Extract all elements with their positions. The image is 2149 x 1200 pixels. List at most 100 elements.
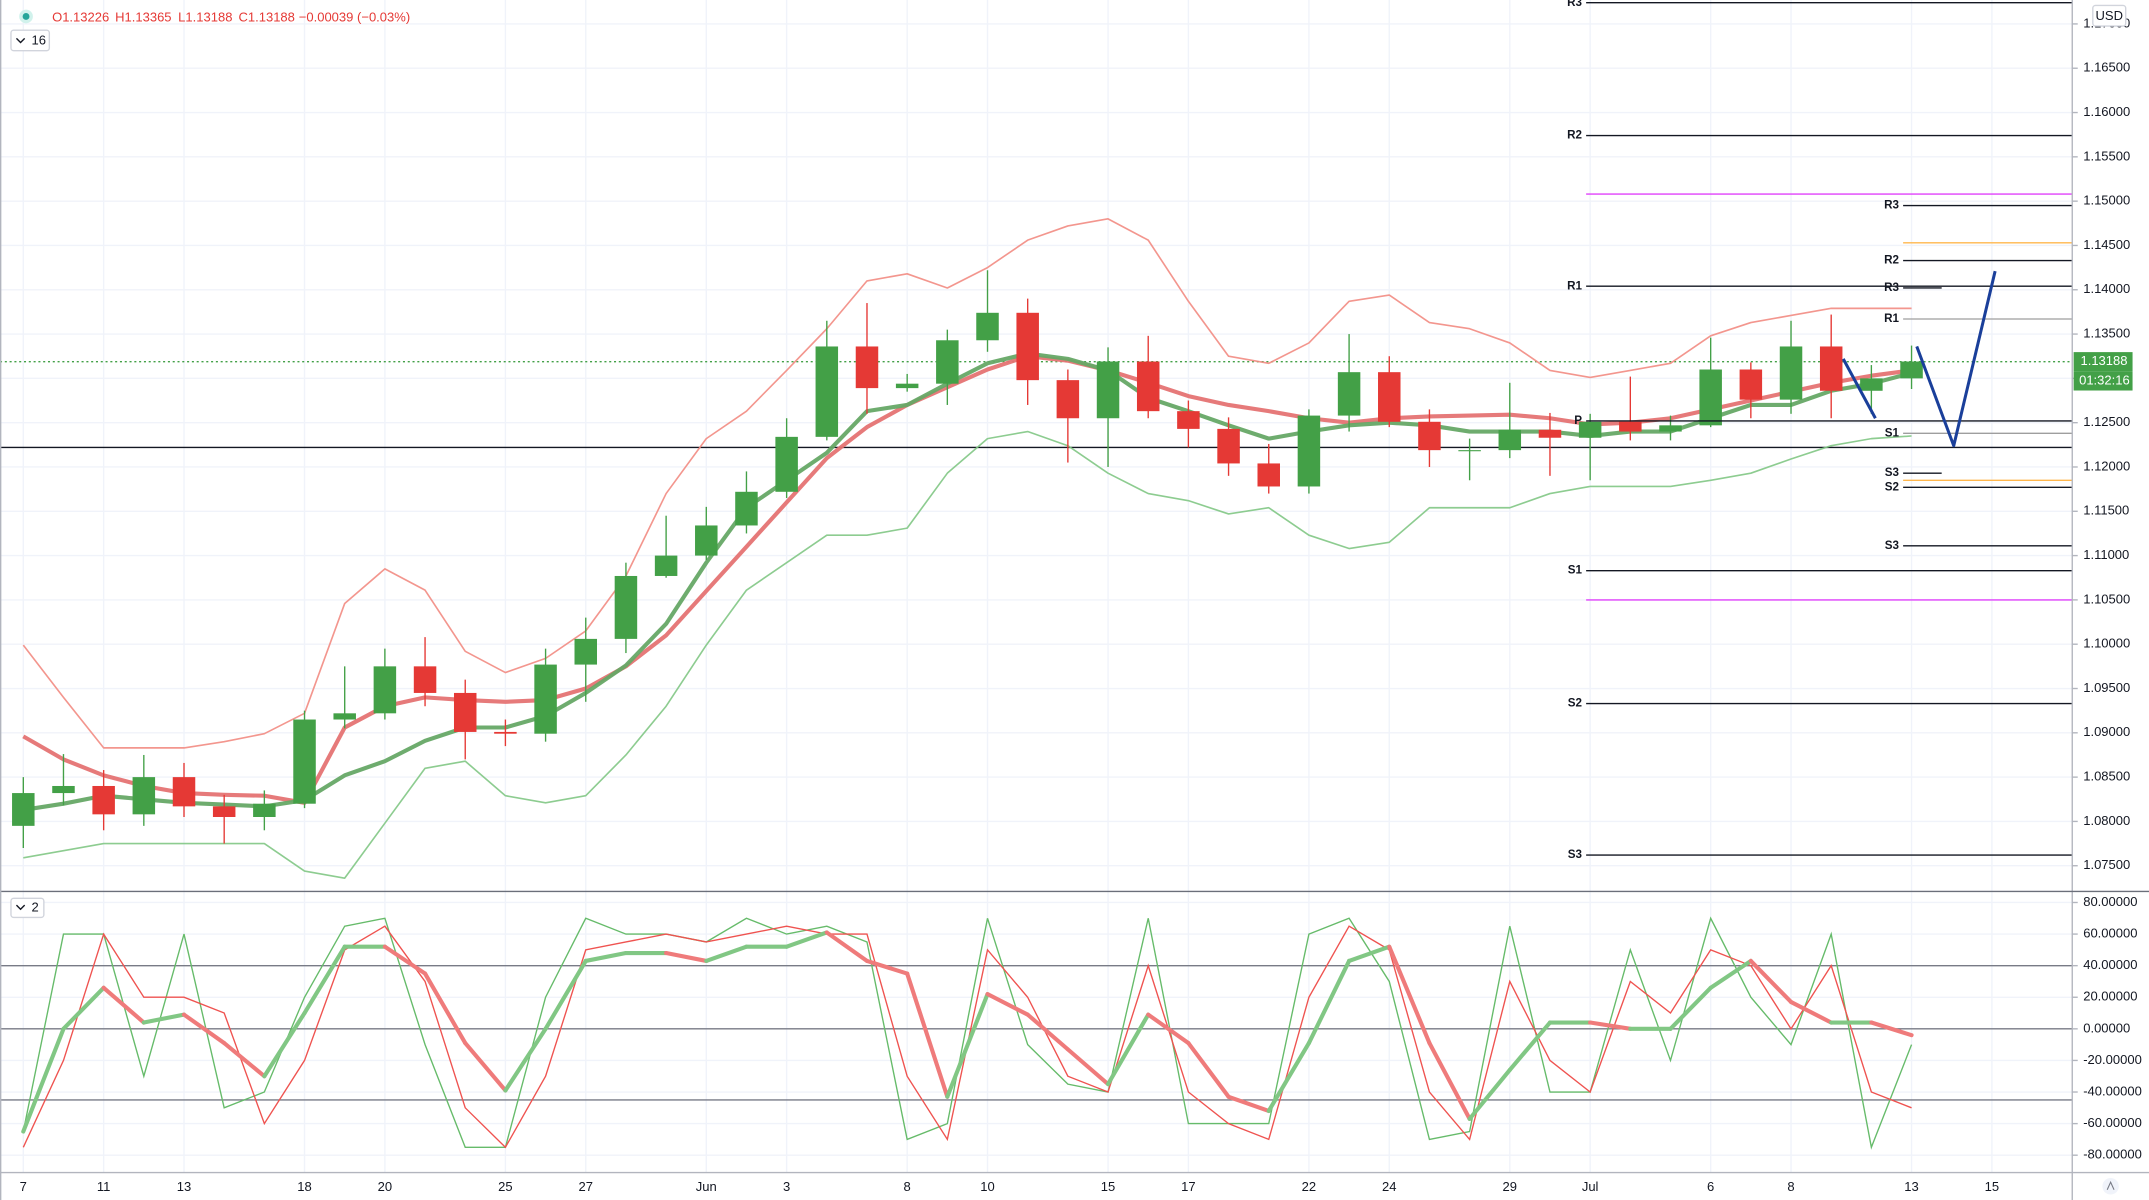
oscillator-segment (1748, 958, 1794, 1005)
x-tick-label: 10 (980, 1179, 994, 1194)
candle-body (976, 312, 999, 341)
candle-body (1779, 346, 1803, 400)
pivot-label: P (1574, 414, 1582, 427)
y-tick-label: 1.12000 (2083, 458, 2130, 473)
pivot-label: R2 (1567, 129, 1582, 142)
oscillator-segment (945, 992, 990, 1099)
oscillator-segment (543, 958, 588, 1031)
candle-body (172, 777, 196, 807)
oscillator-segment (181, 1012, 227, 1046)
oscillator-segment (1507, 1020, 1553, 1072)
x-tick-label: 25 (498, 1179, 512, 1194)
ohlc-low: L1.13188 (178, 9, 232, 24)
y-tick-label: 1.07500 (2083, 857, 2130, 872)
x-tick-label: 6 (1707, 1179, 1714, 1194)
candle-body (534, 664, 557, 734)
pivot-label: S3 (1885, 466, 1900, 479)
pivot-label: R3 (1884, 281, 1899, 294)
candle-body (92, 785, 115, 815)
oscillator-segment (824, 930, 870, 963)
x-tick-label: 13 (177, 1179, 191, 1194)
candle-body (574, 638, 598, 665)
oscillator-segment (583, 950, 628, 963)
y-tick-label: 1.10000 (2083, 636, 2130, 651)
candle-body (1699, 369, 1722, 426)
oscillator-segment (1588, 1020, 1633, 1031)
y-tick-label: 80.00000 (2083, 894, 2137, 909)
last-price-tag (2073, 352, 2133, 372)
candle-body (12, 793, 35, 826)
y-tick-label: 1.12500 (2083, 414, 2130, 429)
oscillator-segment (1105, 1012, 1151, 1087)
y-tick-label: 1.08000 (2083, 813, 2130, 828)
candle-body (855, 346, 879, 389)
oscillator-segment (141, 1012, 187, 1025)
axes: 1.07500 1.08000 1.08500 1.09000 1.09500 1.100… (20, 15, 2142, 1194)
oscillator-segment (262, 1010, 307, 1079)
y-tick-label: 1.14500 (2083, 237, 2130, 252)
candle-body (1136, 361, 1160, 412)
oscillator-segment (1427, 1040, 1472, 1121)
x-tick-label: 15 (1101, 1179, 1115, 1194)
candle-body (1096, 361, 1120, 419)
candle-body (293, 719, 316, 804)
candle-body (1739, 369, 1763, 400)
candle-body (494, 731, 517, 734)
candle-body (614, 575, 638, 639)
candle-body (1177, 411, 1200, 429)
auto-scale-icon (2106, 1180, 2115, 1190)
y-tick-label: 1.13500 (2083, 325, 2130, 340)
y-tick-label: 1.08500 (2083, 769, 2130, 784)
y-tick-label: 1.14000 (2083, 281, 2130, 296)
oscillator-segment (1467, 1067, 1512, 1121)
oscillator-segment (1387, 944, 1432, 1046)
band-line (22, 218, 1912, 749)
y-tick-label: 20.00000 (2083, 989, 2137, 1004)
candle-body (132, 777, 156, 815)
candle-body (936, 340, 959, 384)
y-tick-label: 1.10500 (2083, 591, 2130, 606)
ohlc-high: H1.13365 (115, 9, 171, 24)
candle-body (1498, 429, 1522, 451)
pivot-label: S1 (1885, 426, 1900, 439)
pivot-label: S2 (1885, 480, 1900, 493)
chevron-icon (15, 37, 26, 44)
pivot-label: R1 (1884, 312, 1899, 325)
currency-box[interactable] (2092, 4, 2127, 27)
ohlc-change: −0.00039 (−0.03%) (299, 9, 410, 24)
x-tick-label: 11 (97, 1179, 111, 1194)
oscillator-segment (664, 950, 709, 963)
y-tick-label: 1.15500 (2083, 148, 2130, 163)
oscillator-segment (985, 992, 1030, 1017)
currency: USD (2096, 8, 2123, 23)
candle-body (212, 806, 236, 817)
pivot-label: R3 (1884, 199, 1899, 212)
x-tick-label: 20 (378, 1179, 392, 1194)
y-tick-label: 40.00000 (2083, 957, 2137, 972)
oscillator-segment (101, 985, 146, 1025)
indicator-toggle[interactable] (10, 29, 51, 52)
oscillator-toggle[interactable] (10, 897, 45, 919)
status-dot (22, 13, 30, 20)
countdown-label: 01:32:16 (2079, 372, 2130, 387)
pivot-label: S2 (1568, 697, 1583, 710)
candle-body (775, 436, 798, 492)
auto-scale-button[interactable] (2102, 1178, 2119, 1195)
candle-body (333, 713, 356, 720)
candle-body (1378, 372, 1401, 422)
ohlc-open: O1.13226 (52, 9, 109, 24)
candle-body (1860, 378, 1883, 391)
x-tick-label: 8 (904, 1179, 911, 1194)
y-tick-label: 1.09000 (2083, 724, 2130, 739)
pivot-label: R2 (1884, 254, 1899, 267)
oscillator-segment (463, 1040, 508, 1093)
y-tick-label: 0.00000 (2083, 1020, 2130, 1035)
countdown-tag (2073, 371, 2133, 391)
oscillator-segment (1266, 1040, 1311, 1114)
oscillator-segment (864, 958, 910, 976)
candle-body (1016, 312, 1039, 381)
candle-body (1418, 421, 1441, 451)
x-tick-label: 15 (1985, 1179, 1999, 1194)
